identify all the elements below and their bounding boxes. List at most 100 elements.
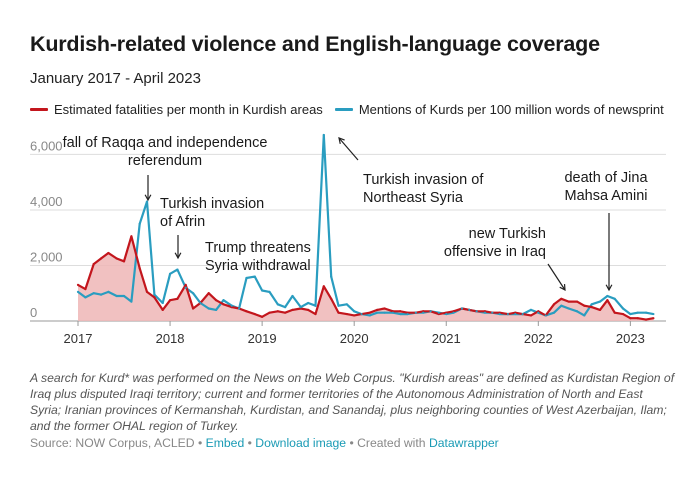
mentions-point xyxy=(452,311,455,314)
mentions-point xyxy=(544,314,547,317)
fatalities-point xyxy=(122,260,126,263)
mentions-point xyxy=(268,290,271,293)
annotation-arrow xyxy=(338,137,359,161)
mentions-point xyxy=(345,303,348,306)
annotation-arrow xyxy=(547,263,566,291)
fatalities-point xyxy=(191,307,195,310)
embed-link[interactable]: Embed xyxy=(205,436,245,450)
chart-title: Kurdish-related violence and English-lan… xyxy=(30,32,600,56)
x-tick-label: 2023 xyxy=(616,331,645,346)
mentions-point xyxy=(506,312,510,316)
fatalities-point xyxy=(322,285,325,288)
mentions-point xyxy=(76,290,80,293)
mentions-point xyxy=(176,268,179,271)
annotation-text: new Turkish offensive in Iraq xyxy=(444,226,546,260)
mentions-point xyxy=(460,307,464,310)
y-tick-label: 6,000 xyxy=(30,138,63,153)
fatalities-point xyxy=(176,297,179,300)
annotation-line: new Turkish xyxy=(469,226,546,242)
mentions-point xyxy=(92,292,95,295)
mentions-point xyxy=(214,308,218,311)
fatalities-point xyxy=(207,292,210,295)
annotation-line: referendum xyxy=(128,153,202,169)
mentions-point xyxy=(230,304,233,307)
fatalities-point xyxy=(307,308,310,311)
annotation-text: Turkish invasion of Northeast Syria xyxy=(363,172,484,206)
mentions-point xyxy=(529,308,533,311)
fatalities-point xyxy=(214,299,218,302)
x-tick-label: 2017 xyxy=(64,331,93,346)
y-tick-label: 4,000 xyxy=(30,194,63,209)
mentions-point xyxy=(636,311,639,314)
datawrapper-link[interactable]: Datawrapper xyxy=(428,436,499,450)
mentions-point xyxy=(498,312,501,316)
mentions-point xyxy=(299,306,302,309)
chart-legend: Estimated fatalities per month in Kurdis… xyxy=(30,102,676,117)
mentions-point xyxy=(291,294,294,298)
mentions-point xyxy=(613,297,616,300)
mentions-point xyxy=(153,293,156,296)
fatalities-point xyxy=(268,311,271,314)
chart-notes: A search for Kurd* was performed on the … xyxy=(30,371,675,433)
annotation-line: Mahsa Amini xyxy=(564,188,647,204)
mentions-point xyxy=(644,311,648,314)
fatalities-point xyxy=(291,308,294,311)
annotation-line: offensive in Iraq xyxy=(444,244,546,260)
mentions-point xyxy=(222,299,225,302)
annotation-line: death of Jina xyxy=(564,170,648,186)
fatalities-point xyxy=(222,303,225,306)
fatalities-point xyxy=(583,304,586,307)
line-chart: 0 2,000 4,000 6,000 2017 2018 2019 2020 2021 202… xyxy=(30,133,666,346)
y-tick-label: 2,000 xyxy=(30,249,63,264)
mentions-point xyxy=(353,310,356,313)
fatalities-point xyxy=(276,310,279,313)
fatalities-point xyxy=(153,296,156,299)
mentions-point xyxy=(399,312,402,316)
mentions-point xyxy=(360,312,363,316)
annotation-arrowhead xyxy=(174,252,182,260)
annotation-line: Trump threatens xyxy=(205,240,311,256)
fatalities-point xyxy=(644,318,648,321)
mentions-point xyxy=(130,300,133,303)
mentions-point xyxy=(560,304,563,307)
mentions-point xyxy=(261,289,264,292)
fatalities-point xyxy=(168,299,172,302)
mentions-point xyxy=(575,310,579,313)
download-image-link[interactable]: Download image xyxy=(255,436,347,450)
fatalities-point xyxy=(606,299,609,302)
annotation-text: Trump threatens Syria withdrawal xyxy=(205,240,311,274)
mentions-point xyxy=(552,311,556,314)
mentions-point xyxy=(583,314,586,317)
annotation-arrowhead xyxy=(144,194,152,202)
fatalities-point xyxy=(353,314,356,317)
fatalities-point xyxy=(345,312,348,316)
fatalities-point xyxy=(76,283,80,287)
annotation-text: Turkish invasion of Afrin xyxy=(160,196,264,230)
mentions-point xyxy=(406,312,409,316)
chart-subtitle: January 2017 - April 2023 xyxy=(30,70,201,87)
fatalities-point xyxy=(115,257,118,260)
fatalities-point xyxy=(368,311,371,314)
annotation-line: Syria withdrawal xyxy=(205,258,311,274)
series-points xyxy=(76,133,655,321)
annotation-text: fall of Raqqa and independence referendum xyxy=(63,135,268,169)
fatalities-point xyxy=(621,312,625,316)
fatalities-point xyxy=(284,311,287,314)
legend-label-fatalities: Estimated fatalities per month in Kurdis… xyxy=(54,102,323,117)
fatalities-point xyxy=(590,306,593,309)
legend-item-fatalities: Estimated fatalities per month in Kurdis… xyxy=(30,102,323,117)
legend-label-mentions: Mentions of Kurds per 100 million words … xyxy=(358,102,664,117)
mentions-point xyxy=(284,306,287,309)
mentions-point xyxy=(322,133,325,137)
mentions-point xyxy=(621,307,625,310)
fatalities-point xyxy=(330,297,333,300)
mentions-point xyxy=(276,303,279,306)
mentions-point xyxy=(629,312,632,316)
y-tick-label: 0 xyxy=(30,305,37,320)
mentions-point xyxy=(253,275,256,278)
fatalities-point xyxy=(598,308,602,311)
fatalities-point xyxy=(337,311,340,314)
mentions-point xyxy=(115,294,118,298)
legend-item-mentions: Mentions of Kurds per 100 million words … xyxy=(334,102,664,117)
fatalities-point xyxy=(613,311,616,314)
